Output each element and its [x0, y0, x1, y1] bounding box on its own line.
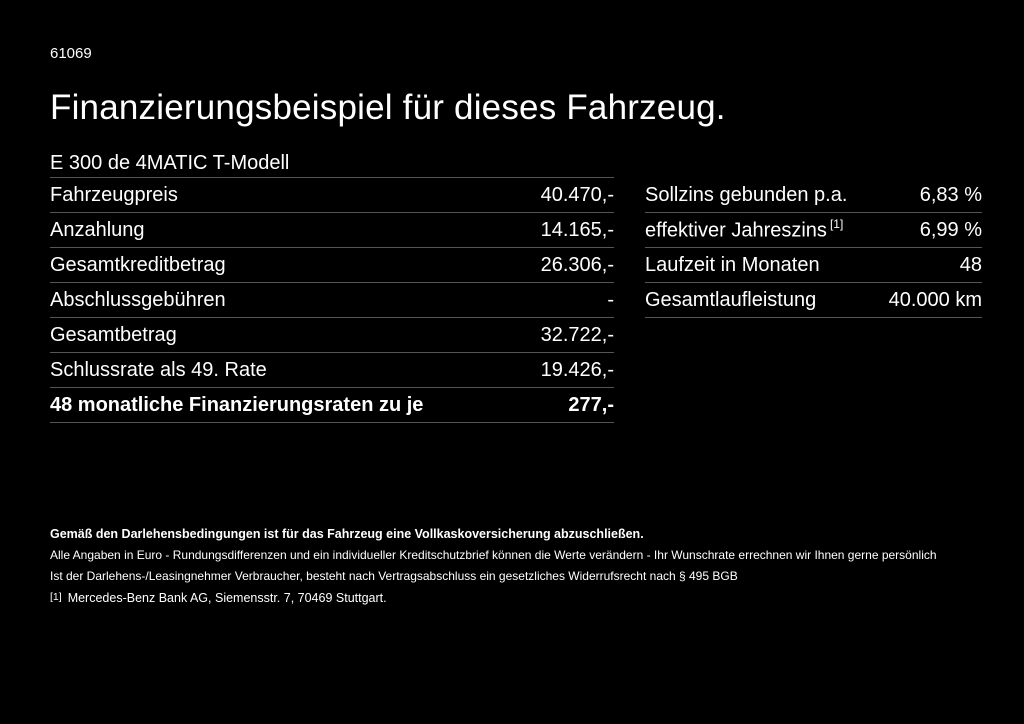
- disclaimer-line-2: Ist der Darlehens-/Leasingnehmer Verbrau…: [50, 569, 738, 583]
- row-label: effektiver Jahreszins [1]: [645, 216, 844, 242]
- row-value: 14.165,-: [540, 218, 614, 241]
- row-label: Sollzins gebunden p.a.: [645, 183, 848, 206]
- financing-table: E 300 de 4MATIC T-Modell Fahrzeugpreis 4…: [50, 150, 614, 423]
- table-row-gesamtkreditbetrag: Gesamtkreditbetrag 26.306,-: [50, 248, 614, 283]
- row-label: Abschlussgebühren: [50, 288, 226, 311]
- row-value: 6,83 %: [919, 183, 982, 206]
- row-value: 277,-: [568, 393, 614, 416]
- row-label: Gesamtkreditbetrag: [50, 253, 226, 276]
- conditions-table: Sollzins gebunden p.a. 6,83 % effektiver…: [645, 178, 982, 318]
- page-title: Finanzierungsbeispiel für dieses Fahrzeu…: [50, 88, 726, 127]
- row-label: Gesamtbetrag: [50, 323, 177, 346]
- row-value: 19.426,-: [540, 358, 614, 381]
- footnote-marker: [1]: [50, 591, 62, 603]
- disclaimer-line-1: Alle Angaben in Euro - Rundungsdifferenz…: [50, 548, 937, 562]
- table-row-anzahlung: Anzahlung 14.165,-: [50, 213, 614, 248]
- table-row-abschlussgebuehren: Abschlussgebühren -: [50, 283, 614, 318]
- table-row-fahrzeugpreis: Fahrzeugpreis 40.470,-: [50, 178, 614, 213]
- row-value: 40.470,-: [540, 183, 614, 206]
- table-row-gesamtbetrag: Gesamtbetrag 32.722,-: [50, 318, 614, 353]
- row-label: Schlussrate als 49. Rate: [50, 358, 267, 381]
- bank-footnote: [1] Mercedes-Benz Bank AG, Siemensstr. 7,…: [50, 588, 982, 610]
- offer-number: 61069: [50, 45, 92, 62]
- row-value: 6,99 %: [919, 218, 982, 241]
- insurance-disclaimer: Gemäß den Darlehensbedingungen ist für d…: [50, 527, 644, 541]
- row-value: 26.306,-: [540, 253, 614, 276]
- table-row-sollzins: Sollzins gebunden p.a. 6,83 %: [645, 178, 982, 213]
- row-value: -: [607, 288, 614, 311]
- table-row-monatsrate: 48 monatliche Finanzierungsraten zu je 2…: [50, 388, 614, 423]
- footnote-text: Mercedes-Benz Bank AG, Siemensstr. 7, 70…: [67, 591, 387, 605]
- footnote-reference: [1]: [829, 216, 844, 231]
- row-label: Laufzeit in Monaten: [645, 253, 820, 276]
- row-label: Gesamtlaufleistung: [645, 288, 817, 311]
- row-value: 32.722,-: [540, 323, 614, 346]
- row-label: 48 monatliche Finanzierungsraten zu je: [50, 393, 424, 416]
- row-label: Fahrzeugpreis: [50, 183, 178, 206]
- financing-tables: E 300 de 4MATIC T-Modell Fahrzeugpreis 4…: [50, 150, 982, 423]
- vehicle-model: E 300 de 4MATIC T-Modell: [50, 150, 614, 178]
- row-label: Anzahlung: [50, 218, 145, 241]
- legal-footer: Gemäß den Darlehensbedingungen ist für d…: [50, 524, 982, 610]
- table-row-effektiver-jahreszins: effektiver Jahreszins [1] 6,99 %: [645, 213, 982, 248]
- row-value: 48: [959, 253, 982, 276]
- table-row-laufzeit: Laufzeit in Monaten 48: [645, 248, 982, 283]
- table-row-schlussrate: Schlussrate als 49. Rate 19.426,-: [50, 353, 614, 388]
- table-row-gesamtlaufleistung: Gesamtlaufleistung 40.000 km: [645, 283, 982, 318]
- row-value: 40.000 km: [888, 288, 982, 311]
